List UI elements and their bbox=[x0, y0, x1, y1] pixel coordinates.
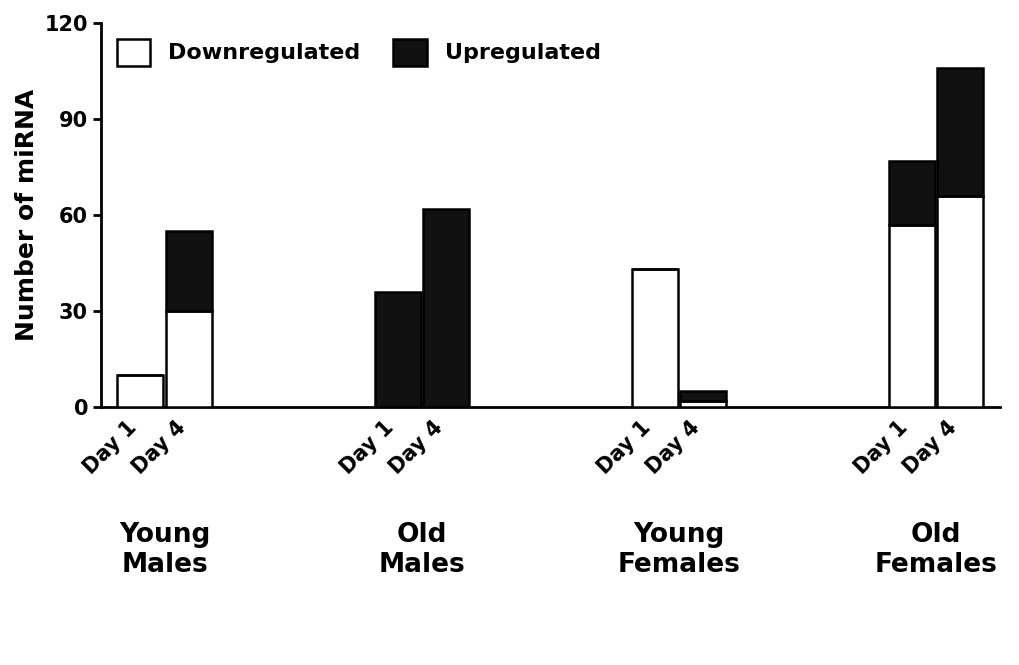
Text: Young
Males: Young Males bbox=[119, 523, 210, 579]
Y-axis label: Number of miRNA: Number of miRNA bbox=[15, 89, 39, 341]
Bar bbox=[680, 401, 726, 407]
Bar bbox=[117, 375, 163, 407]
Bar bbox=[888, 161, 933, 225]
Bar bbox=[423, 209, 469, 407]
Bar bbox=[936, 196, 982, 407]
Bar bbox=[166, 311, 212, 407]
Bar bbox=[888, 225, 933, 407]
Text: Old
Females: Old Females bbox=[873, 523, 997, 579]
Bar bbox=[374, 292, 420, 407]
Text: Old
Males: Old Males bbox=[378, 523, 465, 579]
Legend: Downregulated, Upregulated: Downregulated, Upregulated bbox=[108, 30, 609, 74]
Bar bbox=[680, 391, 726, 401]
Bar bbox=[936, 68, 982, 196]
Bar bbox=[631, 269, 677, 407]
Text: Young
Females: Young Females bbox=[616, 523, 740, 579]
Bar bbox=[166, 231, 212, 311]
